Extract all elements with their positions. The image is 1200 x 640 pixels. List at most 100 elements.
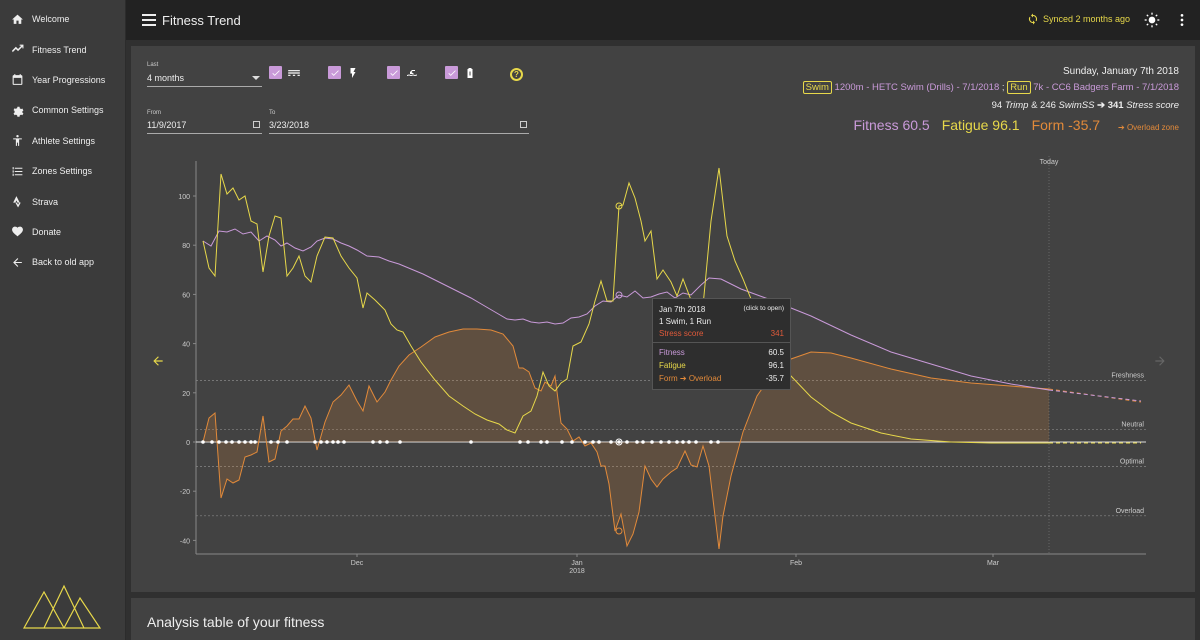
sidebar-item-label: Year Progressions <box>32 74 106 85</box>
strava-icon <box>10 195 24 209</box>
arrow-icon: ➔ <box>1097 100 1106 111</box>
activity-marker <box>469 440 473 444</box>
from-date-input[interactable]: 11/9/2017 <box>147 118 262 134</box>
menu-icon[interactable] <box>142 14 156 26</box>
activity-marker <box>526 440 530 444</box>
activity-marker <box>716 440 720 444</box>
activity-marker <box>687 440 691 444</box>
calendar-icon[interactable] <box>520 121 527 128</box>
activity-link[interactable]: 7k - CC6 Badgers Farm - 7/1/2018 <box>1033 82 1179 93</box>
checkbox[interactable] <box>445 66 458 79</box>
page-title: Fitness Trend <box>162 12 241 28</box>
activity-marker <box>224 440 228 444</box>
zone-label: Freshness <box>1111 373 1144 380</box>
sidebar-item-year-progressions[interactable]: Year Progressions <box>0 65 125 95</box>
y-tick-label: 100 <box>178 194 190 201</box>
tooltip-date: Jan 7th 2018 <box>659 305 706 314</box>
tooltip-stress-label: Stress score <box>659 329 704 338</box>
y-tick-label: 0 <box>186 440 190 447</box>
fatigue-series-line <box>202 167 1049 444</box>
help-icon[interactable]: ? <box>510 68 523 81</box>
y-tick-label: 20 <box>182 391 190 398</box>
sync-text: Synced 2 months ago <box>1042 14 1130 24</box>
from-label: From <box>147 110 161 116</box>
activity-marker <box>285 440 289 444</box>
selected-form-marker <box>615 527 623 535</box>
activity-marker <box>591 440 595 444</box>
activity-marker <box>583 440 587 444</box>
sidebar-item-label: Zones Settings <box>32 166 93 177</box>
activity-marker <box>681 440 685 444</box>
more-vert-icon[interactable] <box>1174 12 1190 28</box>
zone-label: Neutral <box>1121 422 1144 429</box>
analysis-card: Analysis table of your fitness <box>131 598 1195 640</box>
calendar-icon[interactable] <box>253 121 260 128</box>
to-date-value: 3/23/2018 <box>269 120 310 130</box>
chart-tooltip[interactable]: Jan 7th 2018 (click to open) 1 Swim, 1 Ru… <box>652 298 791 390</box>
sidebar-item-strava[interactable]: Strava <box>0 186 125 216</box>
toggle-heartrate-checkbox[interactable] <box>445 66 477 79</box>
sync-icon <box>1028 13 1037 25</box>
to-date-input[interactable]: 3/23/2018 <box>269 118 529 134</box>
trend-icon <box>10 43 24 57</box>
zone-label: ➔ Overload zone <box>1118 123 1179 132</box>
activity-marker <box>243 440 247 444</box>
activity-marker <box>641 440 645 444</box>
toggle-power-checkbox[interactable] <box>328 66 360 79</box>
activity-separator: ; <box>1001 82 1005 93</box>
gear-icon <box>10 103 24 117</box>
checkbox[interactable] <box>328 66 341 79</box>
stress-summary: 94 Trimp & 246 SwimSS ➔ 341 Stress score <box>992 100 1179 111</box>
sidebar-item-zones-settings[interactable]: Zones Settings <box>0 156 125 186</box>
tooltip-click-hint[interactable]: (click to open) <box>743 305 784 312</box>
period-value: 4 months <box>147 73 185 83</box>
toggle-cycling-checkbox[interactable] <box>269 66 301 79</box>
form-area <box>203 329 1049 549</box>
activity-link[interactable]: 1200m - HETC Swim (Drills) - 7/1/2018 <box>834 82 1000 93</box>
period-select[interactable]: 4 months <box>147 70 262 87</box>
theme-toggle-icon[interactable] <box>1144 12 1160 28</box>
to-label: To <box>269 110 276 116</box>
activity-marker <box>378 440 382 444</box>
y-tick-label: -20 <box>180 489 190 496</box>
sidebar-item-welcome[interactable]: Welcome <box>0 4 125 34</box>
activity-marker <box>675 440 679 444</box>
sidebar-item-fitness-trend[interactable]: Fitness Trend <box>0 34 125 64</box>
x-tick-label: Feb <box>790 560 802 567</box>
stress-label: Stress score <box>1126 100 1179 111</box>
zone-label: Optimal <box>1120 459 1145 466</box>
sidebar-item-athlete-settings[interactable]: Athlete Settings <box>0 126 125 156</box>
sidebar-item-label: Strava <box>32 196 59 207</box>
previous-period-arrow-icon[interactable] <box>151 354 165 368</box>
sidebar-item-label: Donate <box>32 226 62 237</box>
y-tick-label: -40 <box>180 538 190 545</box>
checkbox[interactable] <box>387 66 400 79</box>
x-tick-label: Jan <box>571 560 582 567</box>
activity-marker <box>617 440 621 444</box>
activity-marker <box>210 440 214 444</box>
toggle-swim-checkbox[interactable] <box>387 66 419 79</box>
activity-marker <box>201 440 205 444</box>
sidebar-item-common-settings[interactable]: Common Settings <box>0 95 125 125</box>
sidebar-item-donate[interactable]: Donate <box>0 217 125 247</box>
sidebar-item-back-to-old-app[interactable]: Back to old app <box>0 247 125 277</box>
today-label: Today <box>1040 159 1059 166</box>
next-period-arrow-icon[interactable] <box>1153 354 1167 368</box>
form-series-line <box>202 328 1050 550</box>
activity-marker <box>625 440 629 444</box>
activity-marker <box>518 440 522 444</box>
app-logo <box>22 584 102 629</box>
checkbox[interactable] <box>269 66 282 79</box>
calendar-icon <box>10 73 24 87</box>
y-tick-label: 80 <box>182 243 190 250</box>
activity-marker <box>313 440 317 444</box>
activity-marker <box>253 440 257 444</box>
activity-marker <box>398 440 402 444</box>
activity-marker <box>694 440 698 444</box>
sidebar-item-label: Welcome <box>32 14 70 25</box>
activity-list[interactable]: Swim 1200m - HETC Swim (Drills) - 7/1/20… <box>802 81 1179 94</box>
heart-icon <box>10 225 24 239</box>
sync-status[interactable]: Synced 2 months ago <box>1027 13 1130 25</box>
tooltip-fitness-label: Fitness <box>659 348 685 357</box>
